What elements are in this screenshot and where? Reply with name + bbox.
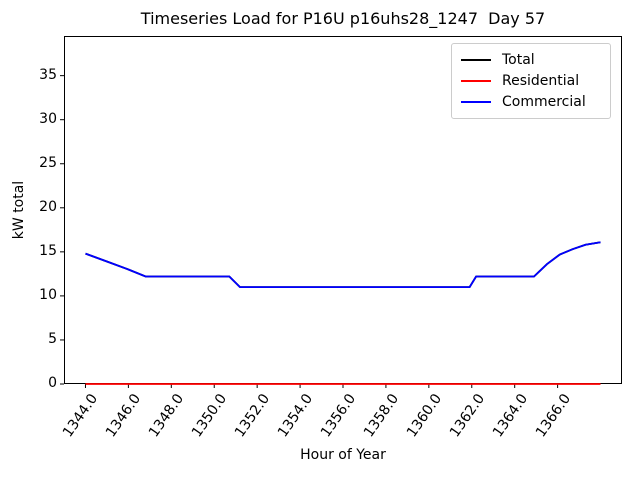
- legend-row: Commercial: [452, 91, 610, 112]
- legend-label: Residential: [502, 72, 580, 89]
- legend-row: Total: [452, 49, 610, 70]
- legend-label: Commercial: [502, 93, 586, 110]
- y-tick-label: 30: [39, 110, 57, 127]
- y-tick-label: 20: [39, 198, 57, 215]
- series-line-total: [85, 241, 601, 289]
- y-tick-label: 5: [48, 330, 57, 347]
- y-tick-label: 15: [39, 242, 57, 259]
- y-tick-label: 25: [39, 154, 57, 171]
- legend-line-sample: [461, 100, 491, 103]
- legend-label: Total: [502, 51, 535, 68]
- y-tick-label: 35: [39, 66, 57, 83]
- x-axis-label: Hour of Year: [300, 447, 386, 463]
- chart-title: Timeseries Load for P16U p16uhs28_1247 D…: [140, 9, 546, 28]
- y-tick-label: 10: [39, 286, 57, 303]
- legend-row: Residential: [452, 70, 610, 91]
- legend-line-sample: [461, 58, 491, 61]
- series-line-commercial: [85, 241, 601, 289]
- y-tick-label: 0: [48, 375, 57, 391]
- legend-line-sample: [461, 79, 491, 82]
- legend: Total Residential Commercial: [451, 43, 611, 119]
